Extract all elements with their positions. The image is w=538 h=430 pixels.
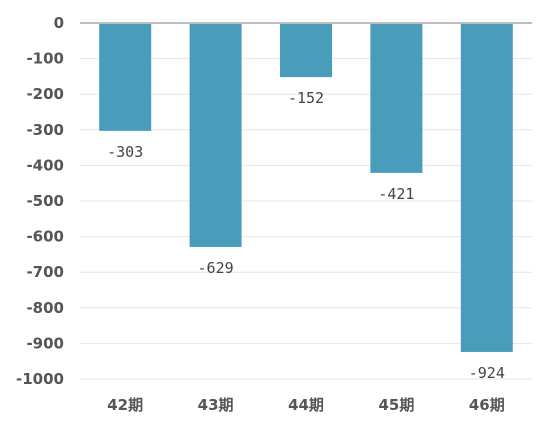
x-axis-category-labels: 42期 43期 44期 45期 46期	[107, 396, 504, 414]
bar	[280, 23, 332, 78]
data-label: -152	[288, 89, 324, 107]
data-labels: -303 -629 -152 -421 -924	[107, 89, 505, 382]
y-tick-label: -300	[26, 121, 64, 139]
data-label: -629	[198, 259, 234, 277]
bars	[99, 23, 513, 352]
x-category-label: 44期	[288, 396, 324, 414]
bar	[99, 23, 152, 131]
y-tick-label: -900	[26, 334, 64, 352]
y-tick-label: -800	[26, 299, 64, 317]
y-tick-label: 0	[54, 14, 64, 32]
data-label: -421	[378, 185, 414, 203]
bar	[460, 23, 513, 352]
x-category-label: 45期	[378, 396, 414, 414]
y-axis-tick-labels: 0 -100 -200 -300 -400 -500 -600 -700 -800 -900 -10…	[16, 14, 64, 388]
x-category-label: 46期	[469, 396, 505, 414]
bar	[370, 23, 423, 173]
y-tick-label: -100	[26, 50, 64, 68]
y-tick-label: -600	[26, 228, 64, 246]
data-label: -303	[107, 143, 143, 161]
x-category-label: 43期	[198, 396, 234, 414]
grid-lines	[80, 58, 532, 380]
y-tick-label: -500	[26, 192, 64, 210]
y-tick-label: -400	[26, 156, 64, 174]
x-category-label: 42期	[107, 396, 143, 414]
y-tick-label: -700	[26, 263, 64, 281]
bar	[189, 23, 242, 247]
data-label: -924	[469, 364, 505, 382]
y-tick-label: -1000	[16, 370, 64, 388]
y-tick-label: -200	[26, 85, 64, 103]
